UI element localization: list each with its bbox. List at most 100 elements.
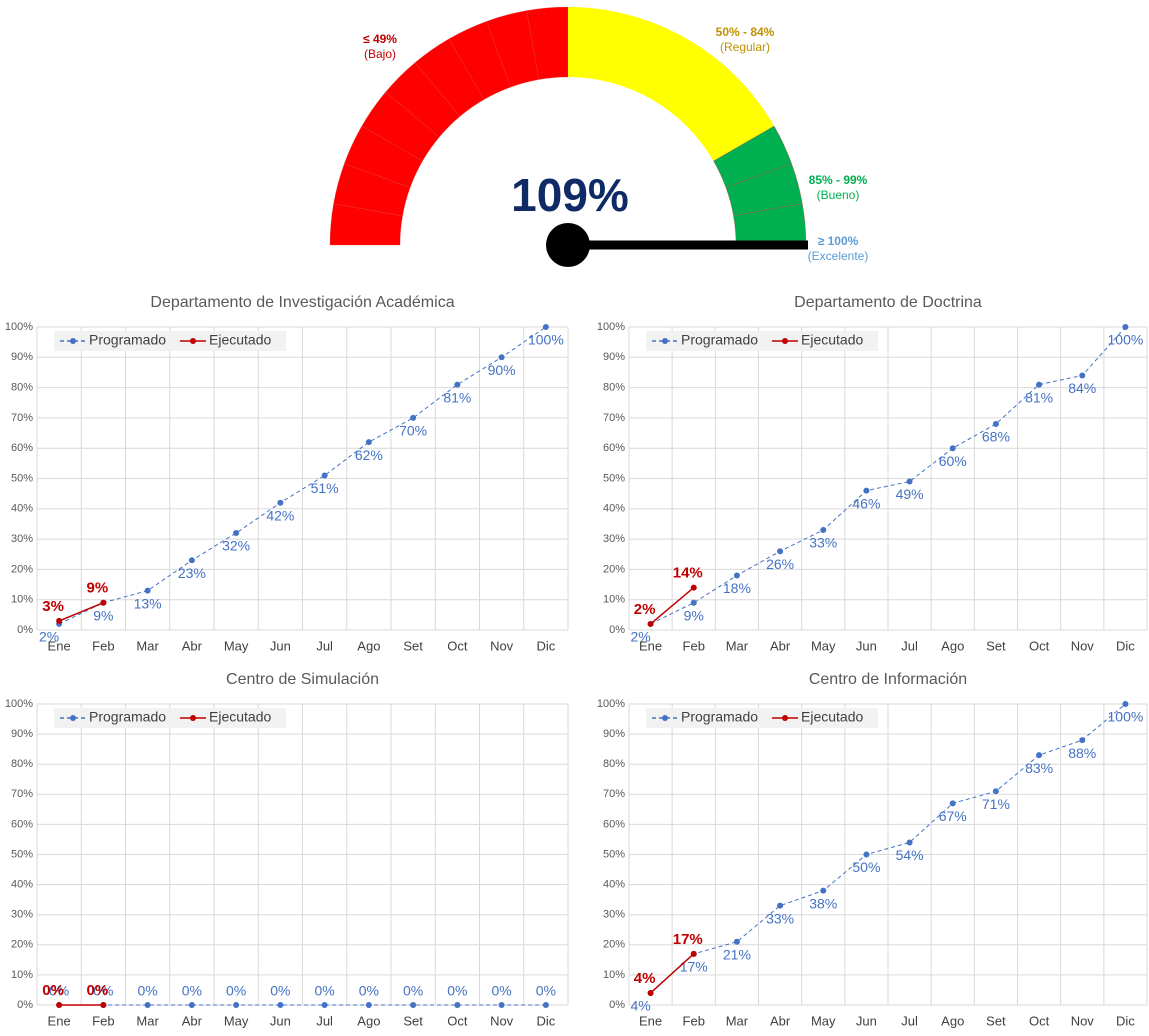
series-point [992, 420, 999, 427]
y-tick-label: 0% [609, 624, 625, 636]
series-point [1036, 381, 1043, 388]
y-tick-label: 50% [11, 848, 33, 860]
x-tick-label: Nov [490, 638, 514, 653]
data-label: 38% [809, 895, 837, 911]
data-label: 62% [355, 447, 383, 463]
y-tick-label: 20% [603, 563, 625, 575]
x-tick-label: May [811, 638, 836, 653]
band-name: (Excelente) [808, 249, 869, 263]
data-label: 70% [399, 423, 427, 439]
x-tick-label: Abr [182, 638, 203, 653]
y-tick-label: 80% [11, 382, 33, 394]
data-label: 54% [896, 847, 924, 863]
chart-title: Centro de Información [809, 671, 967, 688]
y-tick-label: 60% [11, 818, 33, 830]
chart-title: Departamento de Doctrina [794, 294, 982, 311]
x-tick-label: Feb [92, 1013, 114, 1028]
x-tick-label: Dic [536, 1013, 555, 1028]
x-tick-label: Jun [270, 1013, 291, 1028]
gauge-band [568, 7, 775, 161]
data-label: 14% [673, 565, 703, 582]
legend-marker [782, 715, 788, 721]
data-label: 2% [39, 629, 59, 645]
y-tick-label: 40% [603, 879, 625, 891]
band-label: ≥ 100% [818, 234, 859, 248]
x-tick-label: Ene [639, 1013, 662, 1028]
data-label: 0% [359, 983, 379, 999]
data-label: 0% [49, 983, 69, 999]
series-line [58, 602, 104, 622]
legend-label: Ejecutado [209, 332, 271, 348]
data-label: 26% [766, 556, 794, 572]
x-tick-label: Oct [447, 638, 468, 653]
legend-marker [70, 715, 76, 721]
band-name: (Bajo) [364, 47, 396, 61]
x-tick-label: May [224, 1013, 249, 1028]
series-point [1122, 324, 1129, 330]
series-point [498, 1002, 505, 1008]
y-tick-label: 0% [17, 999, 33, 1011]
series-point [906, 839, 913, 846]
y-tick-label: 40% [11, 503, 33, 515]
data-label: 100% [528, 332, 564, 348]
x-tick-label: Set [403, 1013, 423, 1028]
y-tick-label: 30% [603, 533, 625, 545]
data-label: 100% [1108, 332, 1144, 348]
y-tick-label: 70% [603, 412, 625, 424]
x-tick-label: Oct [1029, 1013, 1050, 1028]
y-tick-label: 80% [11, 758, 33, 770]
series-point [56, 1002, 63, 1008]
legend-label: Ejecutado [801, 332, 863, 348]
x-tick-label: Mar [726, 638, 749, 653]
band-label: 50% - 84% [716, 25, 775, 39]
x-tick-label: Nov [490, 1013, 514, 1028]
series-point [321, 1002, 328, 1008]
series-point [647, 620, 654, 627]
series-point [820, 527, 827, 534]
y-tick-label: 90% [603, 351, 625, 363]
data-label: 0% [403, 983, 423, 999]
x-tick-label: Feb [92, 638, 114, 653]
data-label: 0% [138, 983, 158, 999]
data-label: 9% [684, 607, 704, 623]
y-tick-label: 70% [11, 412, 33, 424]
data-label: 0% [447, 983, 467, 999]
x-tick-label: Ago [357, 1013, 380, 1028]
series-line [650, 953, 695, 994]
series-point [233, 1002, 240, 1008]
series-line [650, 703, 1126, 994]
data-label: 0% [182, 983, 202, 999]
data-label: 0% [270, 983, 290, 999]
y-tick-label: 100% [597, 321, 625, 333]
series-point [454, 1002, 461, 1008]
data-label: 83% [1025, 760, 1053, 776]
band-label: ≤ 49% [363, 32, 397, 46]
data-label: 13% [134, 595, 162, 611]
y-tick-label: 80% [603, 758, 625, 770]
y-tick-label: 70% [11, 788, 33, 800]
x-tick-label: Abr [770, 1013, 791, 1028]
data-label: 2% [630, 629, 650, 645]
x-tick-label: Nov [1071, 638, 1095, 653]
x-tick-label: Abr [770, 638, 791, 653]
legend-box [54, 331, 286, 351]
x-tick-label: Ene [48, 638, 71, 653]
chart-title: Departamento de Investigación Académica [150, 294, 454, 311]
series-point [498, 354, 505, 361]
series-point [1122, 701, 1129, 707]
legend-marker [782, 338, 788, 344]
series-point [100, 1002, 107, 1008]
y-tick-label: 30% [11, 909, 33, 921]
x-tick-label: May [811, 1013, 836, 1028]
legend-label: Ejecutado [801, 709, 863, 725]
y-tick-label: 50% [11, 472, 33, 484]
y-tick-label: 10% [11, 594, 33, 606]
data-label: 0% [93, 983, 113, 999]
series-line [650, 326, 1126, 625]
series-point [365, 439, 372, 446]
y-tick-label: 0% [17, 624, 33, 636]
series-point [56, 617, 63, 624]
y-tick-label: 10% [11, 969, 33, 981]
y-tick-label: 10% [603, 969, 625, 981]
chart-title: Centro de Simulación [226, 671, 379, 688]
